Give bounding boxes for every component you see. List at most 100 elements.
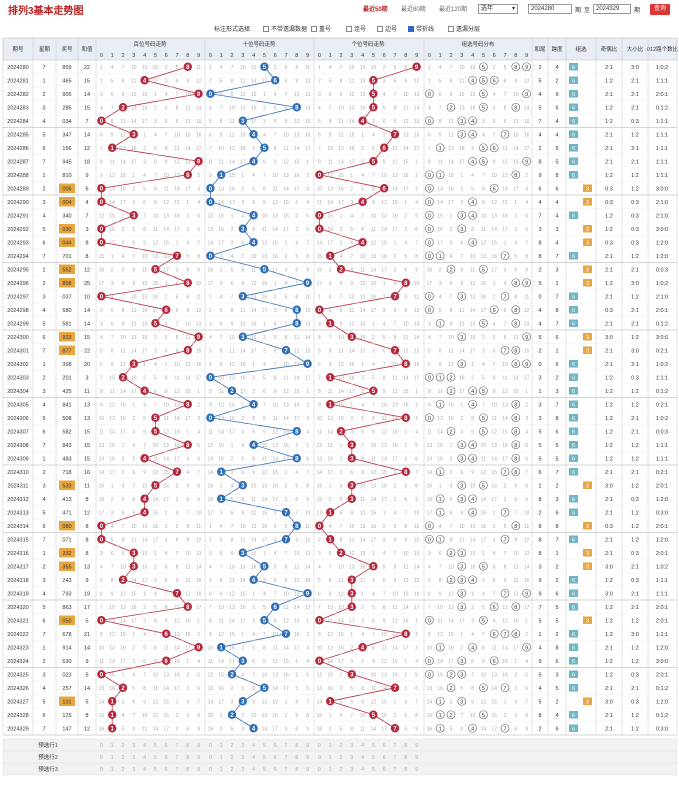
group-ball — [479, 683, 488, 693]
range-50-link[interactable]: 最近50期 — [363, 7, 388, 13]
option-no-miss[interactable]: 不带遗漏数据 — [263, 24, 307, 33]
miss-cell: 1 — [100, 65, 103, 71]
miss-cell: 1 — [340, 213, 343, 219]
miss-cell: 5 — [295, 713, 298, 719]
number-cell: 793 — [62, 591, 71, 597]
period-to-input[interactable]: 2024329 — [593, 4, 631, 14]
miss-cell: 16 — [208, 497, 214, 503]
option-polyline[interactable]: 带折线 — [408, 24, 434, 33]
miss-cell: 4 — [122, 713, 125, 719]
miss-cell: 4 — [143, 632, 146, 638]
range-80-link[interactable]: 最近80期 — [401, 7, 426, 13]
miss-cell: 6 — [306, 456, 309, 462]
query-button[interactable]: 查询 — [650, 4, 670, 15]
miss-cell: 3 — [209, 551, 212, 557]
predict-row — [2, 762, 678, 776]
miss-cell: 5 — [285, 524, 288, 530]
miss-cell: 7 — [143, 443, 146, 449]
miss-cell: 8 — [460, 267, 463, 273]
tail-cell: 6 — [538, 470, 541, 476]
miss-cell: 6 — [111, 321, 114, 327]
tail-cell: 5 — [538, 78, 541, 84]
miss-cell: 9 — [306, 267, 309, 273]
ball-units — [390, 130, 400, 139]
predict-digit: 7 — [394, 755, 397, 761]
number-cell: 701 — [62, 254, 71, 260]
miss-cell: 3 — [450, 240, 453, 246]
miss-cell: 12 — [513, 119, 519, 125]
miss-cell: 17 — [208, 510, 214, 516]
group-digit: 2 — [449, 578, 452, 584]
miss-cell: 17 — [196, 375, 202, 381]
miss-cell: 13 — [185, 132, 191, 138]
miss-cell: 16 — [272, 254, 278, 260]
miss-cell: 5 — [306, 672, 309, 678]
span-cell: 6 — [555, 510, 558, 516]
miss-cell: 3 — [394, 267, 397, 273]
oe-cell: 2:1 — [605, 92, 613, 98]
ball-digit: 8 — [404, 281, 408, 287]
ball-tens — [260, 265, 269, 274]
r012-cell: 1:2:0 — [656, 497, 668, 503]
miss-cell: 3 — [285, 726, 288, 732]
miss-cell: 12 — [327, 173, 333, 179]
miss-cell: 4 — [186, 240, 189, 246]
miss-cell: 17 — [240, 389, 246, 395]
group-digit: 1 — [439, 321, 442, 327]
predict-digit: 5 — [372, 767, 375, 773]
miss-cell: 5 — [154, 146, 157, 152]
miss-cell: 16 — [491, 254, 497, 260]
group-ball — [457, 129, 467, 139]
period-cell: 2024320 — [7, 605, 28, 611]
tail-cell: 2 — [538, 146, 541, 152]
miss-cell: 9 — [274, 159, 277, 165]
miss-cell: 14 — [174, 186, 180, 192]
predict-digit: 9 — [415, 755, 418, 761]
miss-cell: 14 — [196, 105, 202, 111]
option-repeat[interactable]: 重号 — [311, 24, 331, 33]
tail-cell: 8 — [538, 240, 541, 246]
miss-cell: 15 — [381, 240, 387, 246]
period-from-input[interactable]: 2024280 — [528, 4, 572, 14]
ball-units — [358, 197, 367, 206]
miss-cell: 1 — [361, 362, 364, 368]
miss-cell: 3 — [295, 227, 298, 233]
zx-cell: 6 — [572, 362, 575, 368]
miss-cell: 6 — [176, 78, 179, 84]
miss-cell: 12 — [185, 119, 191, 125]
ball-digit: 8 — [404, 416, 408, 422]
miss-cell: 8 — [263, 416, 266, 422]
miss-cell: 9 — [415, 267, 418, 273]
group-ball — [468, 507, 477, 517]
miss-cell: 16 — [317, 497, 323, 503]
miss-cell: 10 — [131, 524, 137, 530]
miss-cell: 7 — [197, 240, 200, 246]
miss-cell: 16 — [414, 132, 420, 138]
ball-digit: 1 — [329, 537, 333, 543]
miss-cell: 5 — [525, 213, 528, 219]
miss-cell: 5 — [209, 578, 212, 584]
r012-cell: 0:1:2 — [656, 389, 668, 395]
range-120-link[interactable]: 最近120期 — [439, 7, 468, 13]
ball-digit: 1 — [111, 146, 115, 152]
period-cell: 2024321 — [7, 618, 28, 624]
span-cell: 2 — [555, 78, 558, 84]
table-row: 2024323 1 914 14 10 13 16 2 5 8 11 14 17 9 10 1 16 2 5 8 11 1… — [7, 642, 668, 652]
ball-hundreds — [140, 454, 149, 463]
ball-units — [347, 494, 356, 503]
miss-cell: 7 — [132, 713, 135, 719]
option-layered[interactable]: 遗漏分层 — [448, 24, 480, 33]
span-cell: 3 — [555, 672, 558, 678]
miss-cell: 2 — [274, 294, 277, 300]
option-edge[interactable]: 边号 — [377, 24, 397, 33]
miss-cell: 1 — [329, 713, 332, 719]
miss-cell: 16 — [317, 726, 323, 732]
miss-cell: 8 — [361, 227, 364, 233]
option-consecutive[interactable]: 连号 — [346, 24, 366, 33]
miss-cell: 9 — [231, 321, 234, 327]
group-digit: 3 — [460, 132, 463, 138]
miss-cell: 4 — [274, 92, 277, 98]
year-select[interactable]: 选年 ▾ — [478, 4, 518, 14]
miss-cell: 14 — [502, 186, 508, 192]
miss-cell: 7 — [439, 105, 442, 111]
